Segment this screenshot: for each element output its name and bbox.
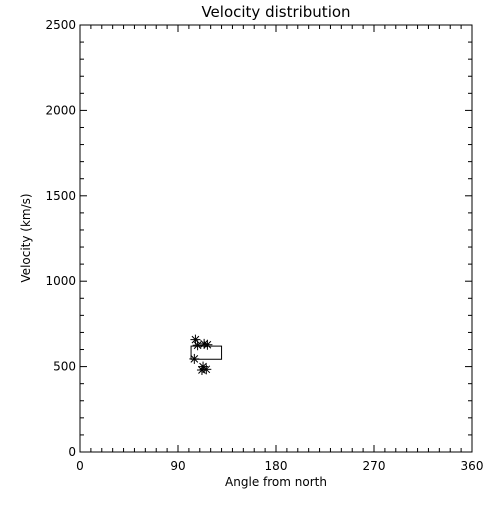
y-tick-label: 1000: [45, 274, 76, 288]
data-point-stroke: [202, 365, 211, 374]
y-tick-label: 2000: [45, 103, 76, 117]
chart-title: Velocity distribution: [201, 3, 350, 21]
axis-ticks: 0 90 180 270 360 0 500 1000 1500 2000 2500: [45, 18, 483, 473]
data-point: [202, 339, 213, 350]
y-axis-label: Velocity (km/s): [19, 193, 33, 282]
x-tick-label: 360: [461, 459, 484, 473]
x-tick-label: 0: [76, 459, 84, 473]
data-point-stroke: [190, 355, 199, 363]
data-point: [192, 340, 203, 351]
x-tick-label: 90: [170, 459, 185, 473]
data-point-stroke: [193, 341, 202, 350]
x-tick-label: 270: [363, 459, 386, 473]
data-point: [201, 364, 212, 375]
axes: [79, 24, 473, 453]
data-point-stroke: [191, 335, 200, 344]
data-point-stroke: [203, 340, 212, 349]
data-points: [189, 334, 213, 376]
plot-frame: [79, 24, 473, 453]
data-point-stroke: [200, 340, 208, 348]
x-tick-label: 180: [265, 459, 288, 473]
y-tick-label: 0: [68, 445, 76, 459]
data-point: [189, 353, 200, 364]
x-axis-label: Angle from north: [225, 475, 327, 489]
y-tick-label: 1500: [45, 189, 76, 203]
y-tick-label: 2500: [45, 18, 76, 32]
y-tick-label: 500: [53, 360, 76, 374]
